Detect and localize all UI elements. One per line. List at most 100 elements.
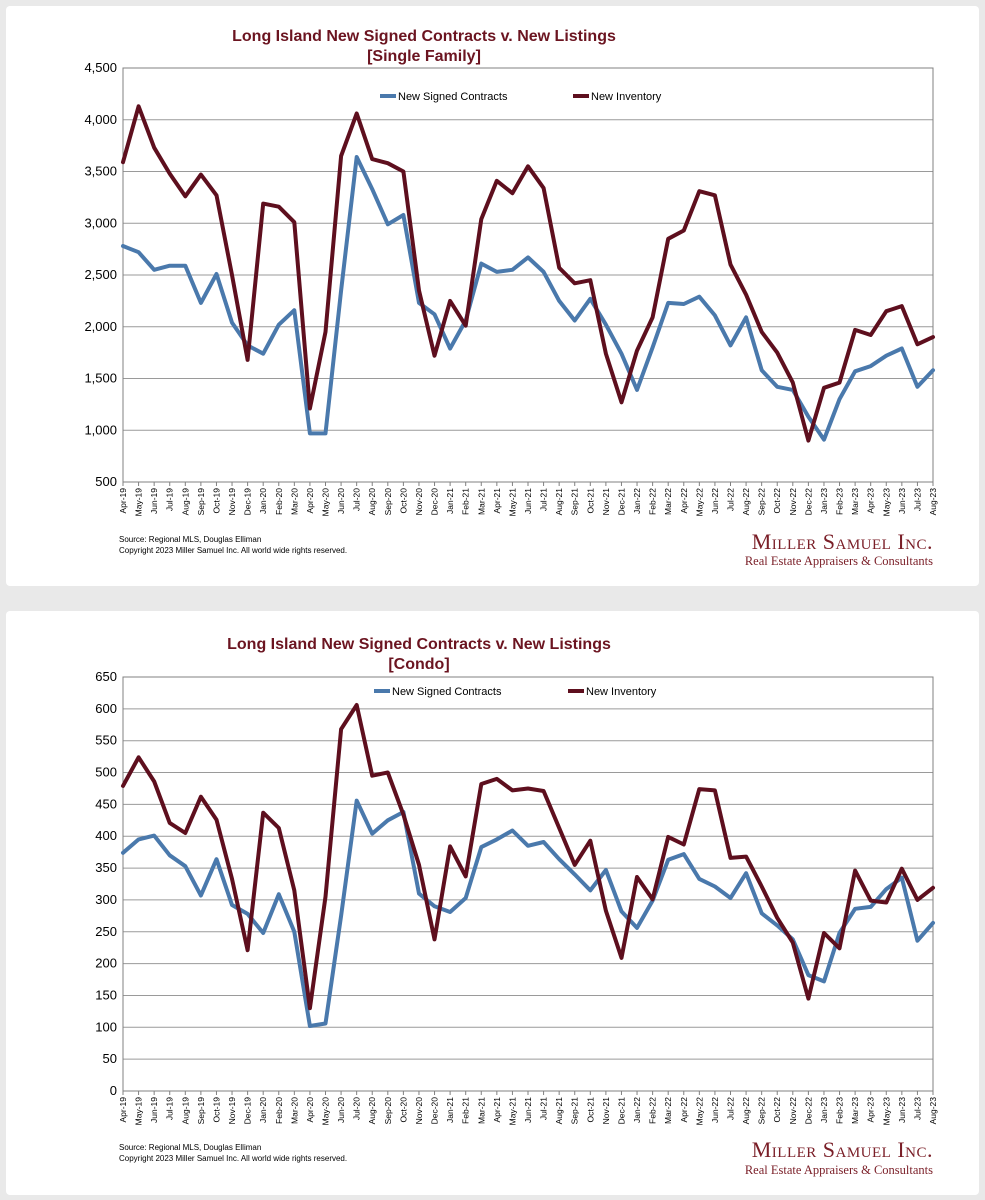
- x-tick-label: Oct-21: [585, 488, 595, 514]
- x-tick-label: Jun-23: [897, 1097, 907, 1123]
- y-tick-label: 650: [95, 669, 117, 684]
- x-tick-label: Jul-22: [726, 488, 736, 511]
- x-tick-label: Jun-23: [897, 488, 907, 514]
- x-tick-label: Sep-22: [757, 488, 767, 516]
- x-tick-label: Apr-22: [679, 488, 689, 514]
- source-note: Source: Regional MLS, Douglas Elliman: [119, 535, 261, 544]
- x-tick-label: Nov-19: [227, 1097, 237, 1125]
- x-tick-label: Mar-21: [476, 488, 486, 515]
- x-tick-label: Apr-23: [866, 1097, 876, 1123]
- x-tick-label: Aug-23: [928, 488, 938, 516]
- x-tick-label: Nov-21: [601, 1097, 611, 1125]
- x-tick-label: Oct-21: [585, 1097, 595, 1123]
- legend-label-inventory: New Inventory: [591, 91, 662, 103]
- y-tick-label: 400: [95, 828, 117, 843]
- x-tick-label: Dec-20: [430, 1097, 440, 1125]
- y-tick-label: 2,500: [84, 267, 117, 282]
- x-tick-label: Dec-22: [803, 1097, 813, 1125]
- x-tick-label: Mar-22: [663, 1097, 673, 1124]
- x-tick-label: Aug-19: [180, 1097, 190, 1125]
- x-tick-label: Jun-20: [336, 488, 346, 514]
- x-tick-label: Oct-19: [211, 488, 221, 514]
- x-tick-label: Feb-23: [835, 1097, 845, 1124]
- x-tick-label: Jun-22: [710, 488, 720, 514]
- x-tick-label: Jul-23: [912, 1097, 922, 1120]
- y-tick-label: 150: [95, 987, 117, 1002]
- x-tick-label: Sep-20: [383, 488, 393, 516]
- x-tick-label: Jan-22: [632, 488, 642, 514]
- x-tick-label: Aug-21: [554, 488, 564, 516]
- x-tick-label: May-23: [881, 488, 891, 517]
- y-tick-label: 550: [95, 733, 117, 748]
- source-note: Source: Regional MLS, Douglas Elliman: [119, 1143, 261, 1152]
- x-tick-label: Dec-21: [616, 1097, 626, 1125]
- y-tick-label: 200: [95, 956, 117, 971]
- x-tick-label: Jan-20: [258, 488, 268, 514]
- x-tick-label: Dec-22: [803, 488, 813, 516]
- x-tick-label: Nov-20: [414, 488, 424, 516]
- x-tick-label: Jul-22: [726, 1097, 736, 1120]
- x-tick-label: Jul-20: [352, 488, 362, 511]
- y-tick-label: 250: [95, 924, 117, 939]
- x-tick-label: May-22: [694, 488, 704, 517]
- x-tick-label: May-20: [321, 488, 331, 517]
- x-tick-label: Feb-22: [648, 488, 658, 515]
- x-tick-label: Jan-23: [819, 488, 829, 514]
- y-tick-label: 2,000: [84, 319, 117, 334]
- legend-label-inventory: New Inventory: [586, 686, 657, 698]
- x-tick-label: Jan-21: [445, 488, 455, 514]
- x-tick-label: Aug-20: [367, 488, 377, 516]
- x-tick-label: Dec-21: [616, 488, 626, 516]
- y-tick-label: 600: [95, 701, 117, 716]
- x-tick-label: Jun-21: [523, 1097, 533, 1123]
- x-tick-label: Feb-21: [461, 1097, 471, 1124]
- chart-title-line2: [Condo]: [388, 656, 449, 673]
- chart-title-line1: Long Island New Signed Contracts v. New …: [227, 636, 611, 653]
- plot-area: [122, 676, 934, 1092]
- x-tick-label: Jul-23: [912, 488, 922, 511]
- x-tick-label: Aug-21: [554, 1097, 564, 1125]
- line-chart-single-family: Long Island New Signed Contracts v. New …: [84, 28, 938, 568]
- x-tick-label: Aug-19: [180, 488, 190, 516]
- y-tick-label: 1,500: [84, 371, 117, 386]
- x-tick-label: Jun-19: [149, 488, 159, 514]
- x-tick-label: Jan-23: [819, 1097, 829, 1123]
- chart-panel-condo: Long Island New Signed Contracts v. New …: [6, 611, 979, 1195]
- x-tick-label: Jul-21: [539, 1097, 549, 1120]
- chart-title-line2: [Single Family]: [367, 48, 481, 65]
- y-tick-label: 350: [95, 860, 117, 875]
- x-tick-label: Jun-21: [523, 488, 533, 514]
- x-tick-label: Jul-19: [165, 1097, 175, 1120]
- x-tick-label: May-19: [134, 1097, 144, 1126]
- chart-title-line1: Long Island New Signed Contracts v. New …: [232, 28, 616, 45]
- x-tick-label: Apr-20: [305, 488, 315, 514]
- x-tick-label: Apr-19: [118, 488, 128, 514]
- y-tick-label: 450: [95, 796, 117, 811]
- x-tick-label: Mar-22: [663, 488, 673, 515]
- series-line-new-inventory: [121, 104, 935, 443]
- brand-logo-tagline: Real Estate Appraisers & Consultants: [745, 554, 933, 568]
- x-tick-label: Sep-19: [196, 488, 206, 516]
- x-tick-label: Jul-21: [539, 488, 549, 511]
- legend-label-contracts: New Signed Contracts: [398, 91, 508, 103]
- y-tick-label: 3,000: [84, 215, 117, 230]
- brand-logo-name: Miller Samuel Inc.: [752, 529, 933, 554]
- copyright-note: Copyright 2023 Miller Samuel Inc. All wo…: [119, 1154, 347, 1163]
- x-tick-label: Apr-21: [492, 1097, 502, 1123]
- x-tick-label: Mar-20: [289, 488, 299, 515]
- x-tick-label: Jan-21: [445, 1097, 455, 1123]
- x-tick-label: Sep-21: [570, 488, 580, 516]
- x-tick-label: Nov-22: [788, 488, 798, 516]
- brand-logo-tagline: Real Estate Appraisers & Consultants: [745, 1163, 933, 1177]
- y-tick-label: 3,500: [84, 164, 117, 179]
- x-tick-label: Jun-22: [710, 1097, 720, 1123]
- x-tick-label: Sep-22: [757, 1097, 767, 1125]
- x-tick-label: Jan-20: [258, 1097, 268, 1123]
- x-tick-label: Apr-21: [492, 488, 502, 514]
- x-tick-label: Sep-19: [196, 1097, 206, 1125]
- x-tick-label: Oct-19: [211, 1097, 221, 1123]
- x-tick-label: Apr-20: [305, 1097, 315, 1123]
- x-tick-label: Feb-21: [461, 488, 471, 515]
- x-tick-label: Mar-23: [850, 488, 860, 515]
- x-tick-label: May-19: [134, 488, 144, 517]
